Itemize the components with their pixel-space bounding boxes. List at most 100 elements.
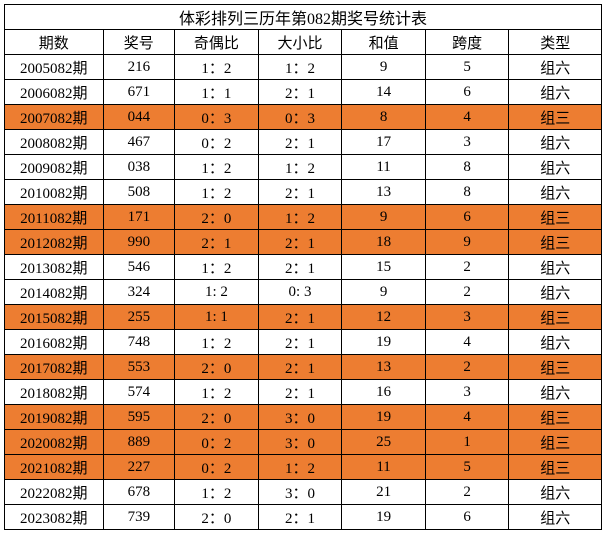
- table-cell: 8: [425, 155, 509, 180]
- table-row: 2016082期7481：22：1194组六: [5, 330, 602, 355]
- table-cell: 2：1: [258, 305, 342, 330]
- table-cell: 8: [425, 180, 509, 205]
- table-cell: 2：0: [175, 205, 259, 230]
- column-header: 奖号: [103, 30, 175, 55]
- table-cell: 2: [425, 355, 509, 380]
- table-cell: 9: [342, 55, 426, 80]
- column-header: 跨度: [425, 30, 509, 55]
- table-row: 2009082期0381：21：2118组六: [5, 155, 602, 180]
- column-header: 期数: [5, 30, 104, 55]
- table-cell: 12: [342, 305, 426, 330]
- table-cell: 组三: [509, 205, 602, 230]
- table-cell: 748: [103, 330, 175, 355]
- table-cell: 19: [342, 405, 426, 430]
- table-cell: 3：0: [258, 430, 342, 455]
- column-header: 奇偶比: [175, 30, 259, 55]
- table-row: 2006082期6711：12：1146组六: [5, 80, 602, 105]
- table-cell: 1：2: [175, 255, 259, 280]
- table-cell: 2009082期: [5, 155, 104, 180]
- table-row: 2022082期6781：23：0212组六: [5, 480, 602, 505]
- table-cell: 3：0: [258, 480, 342, 505]
- table-cell: 0：3: [258, 105, 342, 130]
- table-cell: 546: [103, 255, 175, 280]
- table-row: 2012082期9902：12：1189组三: [5, 230, 602, 255]
- table-cell: 0：2: [175, 430, 259, 455]
- table-cell: 1: [425, 430, 509, 455]
- table-cell: 6: [425, 80, 509, 105]
- header-row: 期数奖号奇偶比大小比和值跨度类型: [5, 30, 602, 55]
- table-cell: 678: [103, 480, 175, 505]
- table-container: 体彩排列三历年第082期奖号统计表 期数奖号奇偶比大小比和值跨度类型 20050…: [0, 0, 606, 534]
- table-row: 2005082期2161：21：295组六: [5, 55, 602, 80]
- table-cell: 13: [342, 180, 426, 205]
- table-row: 2021082期2270：21：2115组三: [5, 455, 602, 480]
- table-cell: 11: [342, 155, 426, 180]
- table-cell: 14: [342, 80, 426, 105]
- table-cell: 2017082期: [5, 355, 104, 380]
- table-cell: 组六: [509, 130, 602, 155]
- table-cell: 13: [342, 355, 426, 380]
- table-cell: 4: [425, 330, 509, 355]
- table-row: 2015082期2551: 12：1123组三: [5, 305, 602, 330]
- table-cell: 2：1: [258, 230, 342, 255]
- table-cell: 组三: [509, 230, 602, 255]
- table-cell: 044: [103, 105, 175, 130]
- table-cell: 553: [103, 355, 175, 380]
- table-cell: 508: [103, 180, 175, 205]
- table-cell: 2010082期: [5, 180, 104, 205]
- table-cell: 2: [425, 280, 509, 305]
- table-cell: 2022082期: [5, 480, 104, 505]
- table-cell: 2：1: [258, 355, 342, 380]
- table-cell: 组三: [509, 455, 602, 480]
- table-cell: 组六: [509, 330, 602, 355]
- table-cell: 038: [103, 155, 175, 180]
- table-cell: 组三: [509, 430, 602, 455]
- table-cell: 17: [342, 130, 426, 155]
- table-cell: 5: [425, 55, 509, 80]
- table-cell: 1：2: [175, 380, 259, 405]
- table-cell: 1：2: [175, 155, 259, 180]
- title-row: 体彩排列三历年第082期奖号统计表: [5, 5, 602, 30]
- table-cell: 15: [342, 255, 426, 280]
- table-cell: 4: [425, 105, 509, 130]
- table-cell: 1：2: [175, 330, 259, 355]
- table-row: 2013082期5461：22：1152组六: [5, 255, 602, 280]
- table-cell: 4: [425, 405, 509, 430]
- table-cell: 2007082期: [5, 105, 104, 130]
- table-row: 2008082期4670：22：1173组六: [5, 130, 602, 155]
- table-cell: 2011082期: [5, 205, 104, 230]
- table-cell: 2：1: [175, 230, 259, 255]
- table-cell: 21: [342, 480, 426, 505]
- table-cell: 18: [342, 230, 426, 255]
- table-cell: 3: [425, 380, 509, 405]
- table-cell: 2020082期: [5, 430, 104, 455]
- table-cell: 2006082期: [5, 80, 104, 105]
- table-cell: 2：1: [258, 255, 342, 280]
- table-cell: 2：1: [258, 330, 342, 355]
- table-cell: 组六: [509, 80, 602, 105]
- table-title: 体彩排列三历年第082期奖号统计表: [5, 5, 602, 30]
- table-cell: 1：2: [258, 455, 342, 480]
- table-cell: 组六: [509, 155, 602, 180]
- table-row: 2019082期5952：03：0194组三: [5, 405, 602, 430]
- table-cell: 2：0: [175, 355, 259, 380]
- table-cell: 9: [425, 230, 509, 255]
- table-cell: 1：2: [258, 55, 342, 80]
- table-cell: 2：1: [258, 130, 342, 155]
- column-header: 大小比: [258, 30, 342, 55]
- table-cell: 11: [342, 455, 426, 480]
- table-cell: 2：1: [258, 380, 342, 405]
- table-cell: 9: [342, 205, 426, 230]
- table-cell: 3：0: [258, 405, 342, 430]
- table-cell: 组三: [509, 355, 602, 380]
- table-cell: 2016082期: [5, 330, 104, 355]
- table-cell: 2005082期: [5, 55, 104, 80]
- table-cell: 8: [342, 105, 426, 130]
- table-cell: 25: [342, 430, 426, 455]
- table-cell: 595: [103, 405, 175, 430]
- table-cell: 1：2: [175, 180, 259, 205]
- table-cell: 0：2: [175, 455, 259, 480]
- table-cell: 671: [103, 80, 175, 105]
- table-row: 2020082期8890：23：0251组三: [5, 430, 602, 455]
- table-cell: 2008082期: [5, 130, 104, 155]
